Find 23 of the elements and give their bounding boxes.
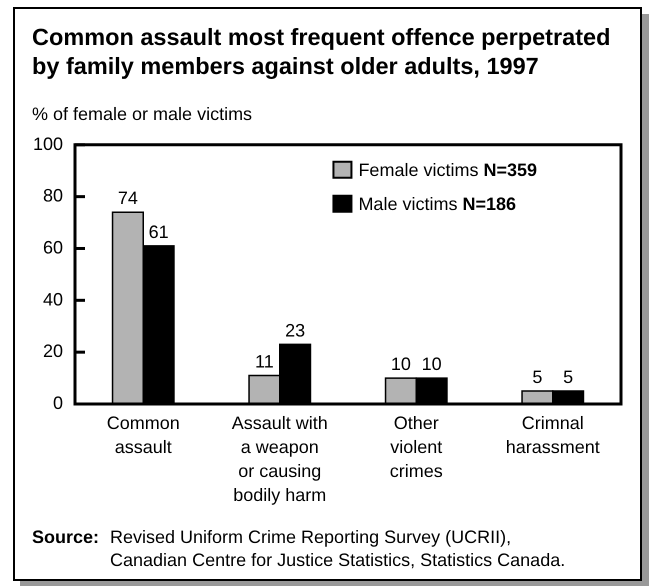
data-label: 61: [148, 222, 169, 242]
y-tick-label: 20: [42, 341, 63, 362]
y-tick-label: 80: [42, 186, 63, 206]
y-tick-label: 0: [52, 392, 63, 413]
y-tick-label: 100: [32, 134, 63, 154]
data-label: 11: [255, 351, 274, 372]
data-label: 74: [118, 188, 138, 208]
data-label: 10: [422, 354, 442, 374]
data-label: 5: [563, 367, 574, 388]
chart-title: Common assault most frequent offence perpetrated by family members against older adults, 1997: [32, 23, 612, 80]
legend-label: Female victims N=359: [358, 160, 538, 180]
x-tick-label: Crimnal harassment: [506, 412, 600, 457]
y-axis-title: % of female or male victims: [32, 103, 252, 125]
x-tick-label: Assault with a weapon or causing bodily harm: [232, 412, 328, 505]
x-tick-label: Common assault: [106, 412, 180, 457]
y-tick-label: 60: [42, 237, 63, 258]
legend-label: Male victims N=186: [358, 194, 516, 214]
data-label: 5: [532, 367, 542, 388]
y-tick-label: 40: [42, 289, 63, 310]
data-label: 23: [285, 320, 306, 340]
x-tick-label: Other violent crimes: [390, 412, 443, 481]
data-label: 10: [390, 354, 411, 374]
source-note: Source: Revised Uniform Crime Reporting Survey (UCRII), Canadian Centre for Justice Statistics, Statistics Canada.: [32, 526, 566, 572]
